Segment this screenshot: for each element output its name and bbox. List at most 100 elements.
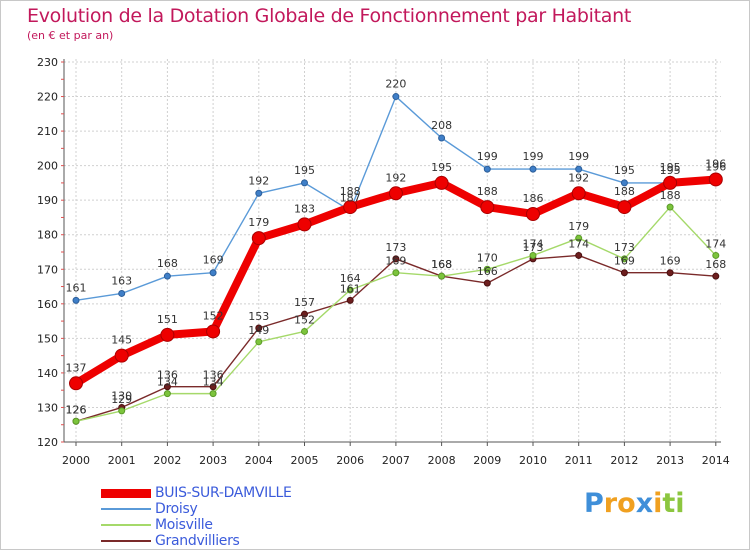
legend-swatch: [101, 540, 151, 542]
data-label-droisy: 187: [340, 192, 361, 205]
data-label-droisy: 192: [248, 174, 269, 187]
data-label-grandvilliers: 174: [568, 237, 589, 250]
data-point-droisy: [483, 165, 491, 173]
data-point-grandvilliers: [666, 269, 674, 277]
data-point-moisville: [346, 286, 354, 294]
data-point-buis-sur-damville: [343, 200, 358, 215]
data-point-droisy: [529, 165, 537, 173]
data-point-buis-sur-damville: [69, 376, 83, 391]
data-point-moisville: [575, 234, 583, 242]
chart-subtitle: (en € et par an): [27, 29, 114, 42]
legend-swatch: [101, 524, 151, 526]
data-label-droisy: 169: [203, 254, 224, 267]
data-point-buis-sur-damville: [206, 324, 221, 339]
data-point-buis-sur-damville: [251, 231, 266, 246]
data-label-moisville: 168: [431, 258, 452, 271]
data-point-moisville: [529, 251, 537, 259]
data-label-moisville: 134: [203, 376, 224, 389]
data-label-grandvilliers: 173: [523, 241, 544, 254]
data-label-moisville: 164: [340, 272, 361, 285]
legend-label: BUIS-SUR-DAMVILLE: [155, 485, 292, 501]
data-point-buis-sur-damville: [571, 186, 586, 201]
data-label-droisy: 199: [477, 150, 498, 163]
data-label-buis-sur-damville: 188: [614, 185, 635, 198]
data-label-droisy: 168: [157, 257, 178, 270]
data-point-grandvilliers: [255, 324, 263, 332]
data-labels: 161 163 168 169 192 195 187 220 208 199 199 199 195 1…: [66, 78, 727, 417]
data-label-droisy: 208: [431, 119, 452, 132]
data-label-droisy: 161: [66, 281, 87, 294]
data-point-grandvilliers: [346, 296, 354, 304]
data-point-buis-sur-damville: [526, 207, 540, 221]
data-label-grandvilliers: 169: [614, 255, 635, 268]
data-point-droisy: [72, 296, 80, 304]
y-tick-label: 130: [37, 401, 58, 414]
data-label-grandvilliers: 153: [248, 310, 269, 323]
data-point-grandvilliers: [209, 383, 217, 391]
y-tick-label: 140: [37, 367, 58, 380]
legend-label: Droisy: [155, 501, 198, 517]
data-label-buis-sur-damville: 188: [340, 185, 361, 198]
x-tick-label: 2008: [428, 454, 456, 467]
legend: BUIS-SUR-DAMVILLE Droisy Moisville Grandvil…: [101, 485, 292, 549]
data-point-droisy: [392, 93, 400, 101]
data-point-moisville: [392, 269, 400, 277]
x-tick-label: 2014: [702, 454, 730, 467]
y-tick-label: 230: [37, 56, 58, 69]
x-tick-label: 2013: [656, 454, 684, 467]
y-tick-label: 200: [37, 160, 58, 173]
data-point-droisy: [438, 134, 446, 142]
data-label-grandvilliers: 168: [431, 258, 452, 271]
y-tick-label: 150: [37, 332, 58, 345]
x-tick-label: 2007: [382, 454, 410, 467]
data-label-moisville: 188: [660, 189, 681, 202]
data-label-moisville: 174: [523, 237, 544, 250]
data-point-moisville: [163, 390, 171, 398]
data-point-buis-sur-damville: [480, 200, 495, 215]
series-lines: [69, 93, 723, 425]
data-label-grandvilliers: 157: [294, 296, 315, 309]
y-tick-label: 170: [37, 263, 58, 276]
data-label-grandvilliers: 166: [477, 265, 498, 278]
data-point-buis-sur-damville: [297, 217, 312, 232]
x-tick-label: 2003: [199, 454, 227, 467]
data-label-buis-sur-damville: 151: [157, 313, 178, 326]
data-label-moisville: 134: [157, 376, 178, 389]
data-label-grandvilliers: 136: [157, 369, 178, 382]
data-point-grandvilliers: [575, 251, 583, 259]
data-label-droisy: 196: [705, 160, 726, 173]
data-label-buis-sur-damville: 192: [568, 171, 589, 184]
data-label-droisy: 163: [111, 274, 132, 287]
y-tick-label: 120: [37, 436, 58, 449]
data-label-droisy: 220: [385, 78, 406, 91]
data-label-droisy: 195: [614, 164, 635, 177]
data-label-moisville: 169: [385, 255, 406, 268]
data-label-droisy: 195: [660, 164, 681, 177]
data-label-buis-sur-damville: 195: [660, 161, 681, 174]
data-label-buis-sur-damville: 183: [294, 202, 315, 215]
data-point-droisy: [620, 179, 628, 187]
data-point-buis-sur-damville: [434, 175, 449, 190]
data-label-moisville: 173: [614, 241, 635, 254]
legend-label: Moisville: [155, 517, 213, 533]
x-tick-label: 2009: [473, 454, 501, 467]
data-point-moisville: [483, 265, 491, 273]
legend-item-droisy: Droisy: [101, 501, 292, 517]
data-point-moisville: [620, 255, 628, 263]
legend-item-grandvilliers: Grandvilliers: [101, 533, 292, 549]
y-tick-label: 210: [37, 125, 58, 138]
x-tick-label: 2005: [291, 454, 319, 467]
data-point-moisville: [666, 203, 674, 211]
data-label-grandvilliers: 173: [385, 241, 406, 254]
data-label-grandvilliers: 136: [203, 369, 224, 382]
chart-title: Evolution de la Dotation Globale de Fonc…: [27, 5, 632, 27]
logo-letter: o: [617, 488, 636, 519]
data-point-grandvilliers: [620, 269, 628, 277]
data-label-buis-sur-damville: 188: [477, 185, 498, 198]
data-label-buis-sur-damville: 196: [705, 157, 726, 170]
data-point-moisville: [301, 327, 308, 335]
data-label-buis-sur-damville: 152: [203, 309, 224, 322]
data-label-buis-sur-damville: 195: [431, 161, 452, 174]
data-label-droisy: 199: [568, 150, 589, 163]
data-point-grandvilliers: [301, 310, 308, 318]
